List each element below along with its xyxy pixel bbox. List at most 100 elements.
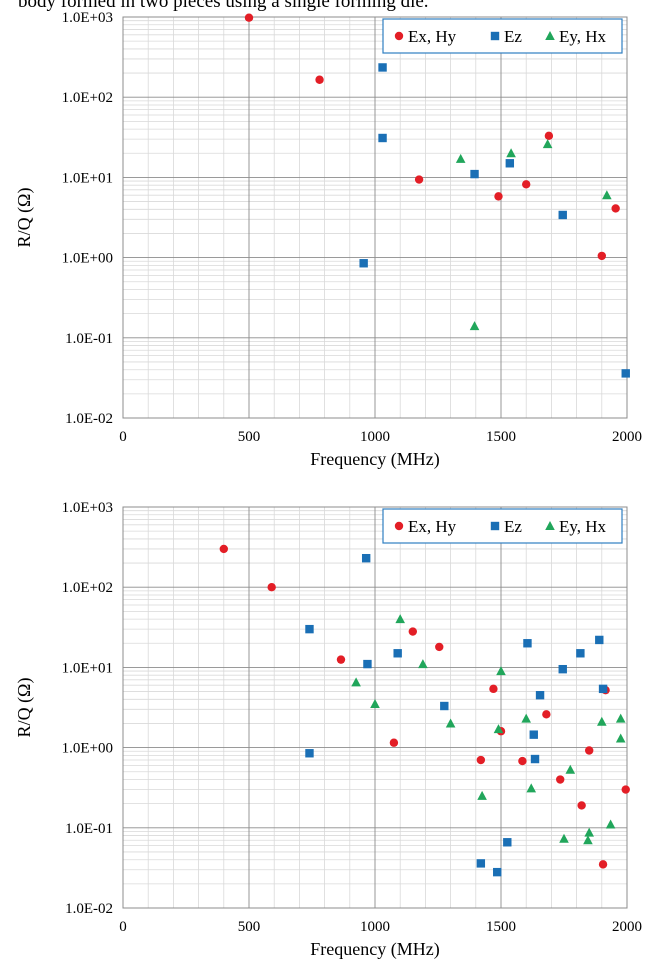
data-point-square (535, 691, 545, 700)
data-point-square (305, 749, 314, 758)
y-tick-label: 1.0E-02 (65, 901, 113, 917)
data-point-triangle (493, 724, 504, 734)
chart-panel-2: 1.0E-02 1.0E-01 1.0E+00 1.0E+01 1.0E+02 1.0E+… (14, 500, 642, 960)
data-point-triangle (583, 835, 593, 845)
data-point-triangle (584, 827, 594, 837)
y-tick-label: 1.0E+00 (62, 741, 113, 757)
data-point-circle (244, 13, 254, 22)
data-point-square (476, 859, 486, 868)
legend-marker-square (490, 521, 500, 531)
x-tick-label: 0 (119, 919, 127, 935)
data-point-triangle (445, 718, 456, 728)
x-tick-label: 1000 (360, 919, 390, 935)
data-point-square (529, 730, 538, 739)
data-point-circle (522, 180, 531, 189)
data-point-square (558, 210, 567, 220)
y-tick-label: 1.0E+01 (62, 170, 113, 186)
x-tick-label: 1500 (486, 429, 516, 445)
y-tick-label: 1.0E+01 (62, 660, 113, 676)
data-point-triangle (559, 833, 569, 843)
data-point-circle (542, 710, 551, 719)
data-point-square (503, 838, 512, 847)
data-point-triangle (351, 677, 361, 687)
data-point-circle (518, 756, 527, 766)
x-tick-label: 1500 (486, 919, 516, 935)
data-point-square (595, 635, 604, 645)
data-point-triangle (469, 321, 480, 331)
data-point-square (523, 639, 532, 648)
x-tick-label: 500 (238, 429, 261, 445)
legend-box (382, 508, 623, 544)
data-point-circle (597, 251, 606, 261)
data-point-square (493, 867, 502, 877)
data-point-triangle (565, 764, 576, 774)
legend-label: Ex, Hy (408, 27, 457, 46)
data-point-circle (336, 655, 346, 664)
data-point-circle (621, 785, 630, 794)
data-point-circle (544, 131, 554, 141)
data-point-triangle (477, 790, 487, 800)
data-point-triangle (597, 716, 607, 726)
legend-marker-square (490, 31, 500, 41)
data-point-circle (556, 775, 565, 784)
data-point-triangle (521, 713, 531, 723)
data-point-square (598, 684, 608, 694)
legend-marker-circle (394, 31, 404, 41)
data-point-square (393, 649, 402, 658)
data-point-square (440, 701, 449, 711)
data-point-circle (494, 192, 503, 201)
data-point-square (305, 624, 314, 634)
y-tick-label: 1.0E+03 (62, 10, 113, 26)
data-point-triangle (395, 614, 405, 624)
data-point-triangle (602, 190, 612, 200)
y-tick-label: 1.0E+03 (62, 500, 113, 516)
y-axis-title: R/Q (Ω) (14, 678, 35, 738)
data-point-circle (598, 860, 608, 869)
data-point-triangle (506, 148, 516, 158)
data-point-square (361, 553, 371, 563)
legend-label: Ex, Hy (408, 517, 457, 536)
plot-area-border (122, 16, 628, 419)
legend-marker-circle (394, 521, 404, 531)
data-point-circle (315, 75, 324, 84)
legend-label: Ey, Hx (559, 27, 607, 46)
data-point-square (359, 259, 368, 268)
data-point-square (378, 133, 387, 143)
data-point-square (505, 159, 515, 168)
data-point-square (363, 659, 372, 669)
x-axis-title: Frequency (MHz) (310, 449, 439, 470)
x-tick-label: 0 (119, 429, 127, 445)
chart-panel-1: 1.0E-02 1.0E-01 1.0E+00 1.0E+01 1.0E+02 1.0E+… (14, 10, 642, 470)
x-tick-label: 500 (238, 919, 261, 935)
legend-marker-triangle (545, 31, 555, 40)
legend-label: Ez (504, 27, 522, 46)
y-tick-label: 1.0E-01 (65, 821, 113, 837)
data-point-circle (408, 627, 417, 636)
data-point-square (470, 169, 479, 179)
data-point-square (530, 754, 540, 764)
x-axis-title: Frequency (MHz) (310, 939, 439, 960)
caption-fragment: body formed in two pieces using a single… (18, 0, 429, 12)
data-point-circle (267, 583, 276, 592)
plot-area-border (122, 506, 628, 909)
data-point-circle (476, 755, 486, 765)
legend-marker-triangle (545, 521, 555, 530)
y-tick-label: 1.0E+02 (62, 580, 113, 596)
y-tick-label: 1.0E-02 (65, 411, 113, 427)
data-point-triangle (542, 139, 553, 149)
data-point-square (378, 63, 387, 72)
data-point-circle (577, 801, 586, 810)
y-tick-label: 1.0E+02 (62, 90, 113, 106)
y-tick-label: 1.0E-01 (65, 331, 113, 347)
data-point-triangle (370, 698, 380, 708)
legend-label: Ey, Hx (559, 517, 607, 536)
data-point-circle (414, 175, 424, 184)
legend-label: Ez (504, 517, 522, 536)
y-axis-title: R/Q (Ω) (14, 188, 35, 248)
legend-box (382, 18, 623, 54)
data-point-square (558, 664, 567, 674)
y-tick-label: 1.0E+00 (62, 251, 113, 267)
data-point-circle (611, 204, 620, 213)
data-point-circle (435, 642, 444, 652)
